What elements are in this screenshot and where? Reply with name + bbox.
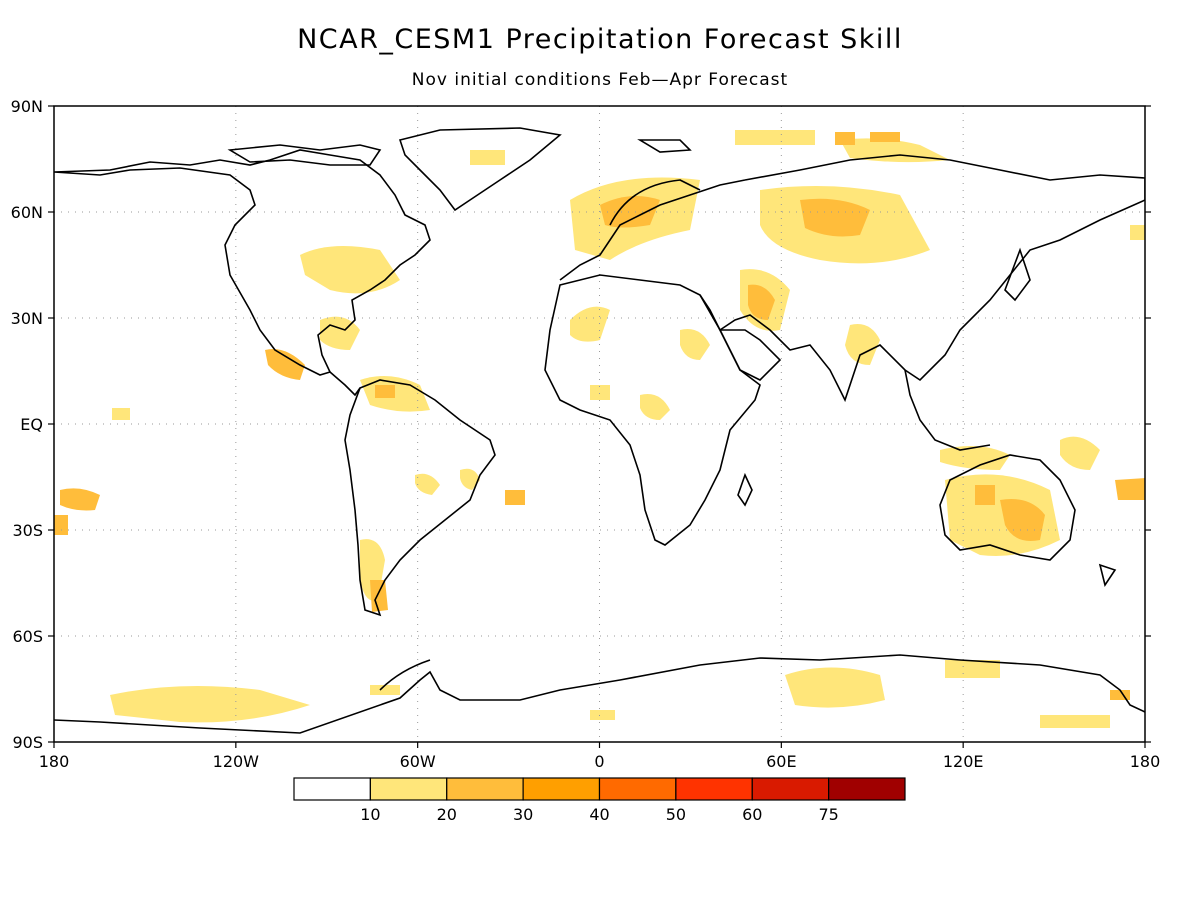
shading-layer xyxy=(54,106,1145,742)
coastline-indochina xyxy=(904,369,991,451)
latitude-axis: 90N 60N 30N EQ 30S 60S 90S xyxy=(11,97,1151,752)
coastline-antarctica xyxy=(54,654,1145,734)
coastline-arabia xyxy=(718,329,782,381)
skill-patch xyxy=(748,284,775,320)
skill-shading xyxy=(54,130,1145,728)
coastline-north-america xyxy=(54,149,431,376)
lon-label: 0 xyxy=(594,752,604,771)
lat-label: 30S xyxy=(12,521,43,540)
colorbar-label: 60 xyxy=(742,805,762,824)
skill-patch xyxy=(840,138,950,163)
lon-label: 120E xyxy=(943,752,984,771)
coastline-antarctic-peninsula xyxy=(379,659,431,691)
skill-patch xyxy=(570,306,610,342)
colorbar-swatch xyxy=(828,777,906,801)
skill-patch xyxy=(54,515,68,535)
skill-patch xyxy=(785,667,885,708)
skill-patch xyxy=(945,660,1000,678)
skill-patch xyxy=(60,488,100,511)
colorbar-label: 30 xyxy=(513,805,533,824)
skill-patch xyxy=(1115,478,1145,500)
colorbar-label: 75 xyxy=(818,805,838,824)
lat-label: 60S xyxy=(12,627,43,646)
map-subtitle: Nov initial conditions Feb—Apr Forecast xyxy=(411,70,789,90)
skill-patch xyxy=(835,132,855,145)
coastline-svalbard xyxy=(637,139,692,153)
skill-patch xyxy=(1040,715,1110,728)
colorbar: 10 20 30 40 50 60 75 xyxy=(293,777,906,824)
lat-label: 90S xyxy=(12,733,43,752)
coastline-japan xyxy=(1004,247,1031,302)
coastline-arctic-islands xyxy=(227,144,382,166)
skill-patch xyxy=(112,408,130,420)
skill-patch xyxy=(460,468,480,490)
lat-label: 60N xyxy=(11,203,43,222)
colorbar-label: 50 xyxy=(666,805,686,824)
coastline-australia xyxy=(939,454,1076,561)
skill-patch xyxy=(735,130,815,145)
skill-patch xyxy=(370,580,388,612)
map-title: NCAR_CESM1 Precipitation Forecast Skill xyxy=(297,24,903,55)
skill-patch xyxy=(600,196,660,228)
skill-patch xyxy=(265,349,305,380)
coastline-new-zealand xyxy=(1098,563,1117,587)
skill-patch xyxy=(590,710,615,720)
longitude-axis: 180 120W 60W 0 60E 120E 180 xyxy=(39,742,1161,771)
colorbar-label: 10 xyxy=(360,805,380,824)
skill-patch xyxy=(1060,436,1100,470)
coastline-central-america xyxy=(329,371,361,397)
lon-label: 60W xyxy=(400,752,436,771)
skill-patch xyxy=(800,198,870,237)
skill-patch xyxy=(870,132,900,142)
gridlines xyxy=(54,106,1145,742)
coastline-greenland xyxy=(398,127,562,212)
lon-label: 60E xyxy=(766,752,796,771)
skill-patch xyxy=(680,329,710,360)
coastlines xyxy=(54,127,1145,734)
skill-patch xyxy=(470,150,505,165)
lat-label: 30N xyxy=(11,309,43,328)
coastline-asia xyxy=(699,154,1145,403)
colorbar-label: 40 xyxy=(589,805,609,824)
lon-label: 180 xyxy=(1130,752,1161,771)
coastline-south-america xyxy=(344,379,496,617)
skill-patch xyxy=(375,385,395,398)
colorbar-swatch xyxy=(598,777,677,801)
colorbar-swatch xyxy=(446,777,524,801)
skill-patch xyxy=(975,485,995,505)
colorbar-swatch xyxy=(522,777,601,801)
lat-label: 90N xyxy=(11,97,43,116)
skill-patch xyxy=(505,490,525,505)
skill-patch xyxy=(1000,499,1045,541)
colorbar-swatch xyxy=(369,777,448,801)
colorbar-label: 20 xyxy=(437,805,457,824)
lon-label: 120W xyxy=(213,752,260,771)
coastline-africa xyxy=(544,274,761,546)
coastline-europe xyxy=(559,179,746,281)
lon-label: 180 xyxy=(39,752,70,771)
skill-patch xyxy=(1130,225,1145,240)
skill-patch xyxy=(110,686,310,723)
colorbar-swatch xyxy=(751,777,830,801)
colorbar-swatch xyxy=(675,777,753,801)
skill-patch xyxy=(370,685,400,695)
skill-patch xyxy=(300,246,400,294)
skill-patch xyxy=(590,385,610,400)
skill-patch xyxy=(640,394,670,420)
coastline-scandinavia xyxy=(609,179,701,226)
colorbar-swatch xyxy=(293,777,371,801)
skill-patch xyxy=(845,324,880,365)
coastline-madagascar xyxy=(737,472,753,507)
skill-patch xyxy=(940,446,1010,470)
lat-label: EQ xyxy=(20,415,43,434)
skill-patch xyxy=(1110,690,1130,700)
skill-patch xyxy=(415,473,440,495)
